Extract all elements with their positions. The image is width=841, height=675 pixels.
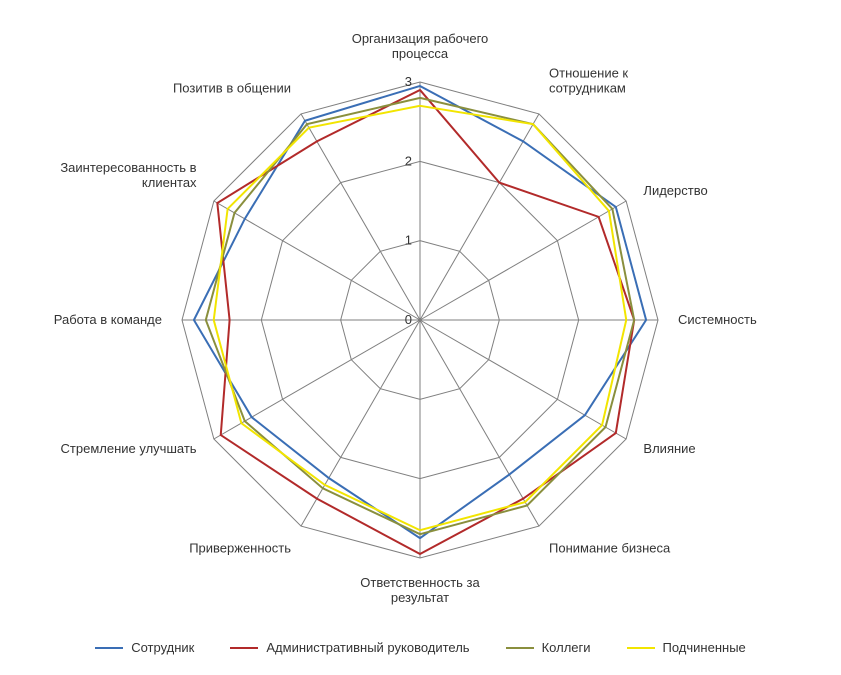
axis-label: Позитив в общении bbox=[173, 81, 291, 96]
axis-label: Понимание бизнеса bbox=[549, 541, 671, 556]
legend-item: Подчиненные bbox=[627, 640, 746, 655]
axis-label: Ответственность зарезультат bbox=[360, 575, 480, 605]
legend-swatch bbox=[506, 647, 534, 649]
axis-label: Отношение ксотрудникам bbox=[549, 66, 628, 96]
legend-label: Подчиненные bbox=[663, 640, 746, 655]
axis-label: Влияние bbox=[643, 441, 695, 456]
legend-item: Административный руководитель bbox=[230, 640, 469, 655]
legend-label: Административный руководитель bbox=[266, 640, 469, 655]
tick-label: 0 bbox=[405, 312, 412, 327]
radar-chart: 0 1 2 3 Организация рабочегопроцесса Отношени… bbox=[0, 0, 841, 675]
legend-label: Коллеги bbox=[542, 640, 591, 655]
chart-legend: Сотрудник Административный руководитель Ко… bbox=[0, 640, 841, 655]
legend-swatch bbox=[627, 647, 655, 649]
legend-label: Сотрудник bbox=[131, 640, 194, 655]
axis-label: Лидерство bbox=[643, 183, 707, 198]
series-line bbox=[217, 90, 634, 554]
radar-chart-container: 0 1 2 3 Организация рабочегопроцесса Отношени… bbox=[0, 0, 841, 675]
axis-label: Работа в команде bbox=[54, 312, 162, 327]
axis-label: Организация рабочегопроцесса bbox=[352, 31, 489, 61]
tick-label: 1 bbox=[405, 233, 412, 248]
axis-label: Стремление улучшать bbox=[61, 441, 197, 456]
axis-label: Заинтересованность вклиентах bbox=[60, 160, 197, 190]
axis-label: Приверженность bbox=[189, 541, 291, 556]
axis-label: Системность bbox=[678, 312, 757, 327]
tick-label: 2 bbox=[405, 153, 412, 168]
tick-label: 3 bbox=[405, 74, 412, 89]
legend-item: Коллеги bbox=[506, 640, 591, 655]
legend-swatch bbox=[230, 647, 258, 649]
legend-swatch bbox=[95, 647, 123, 649]
legend-item: Сотрудник bbox=[95, 640, 194, 655]
